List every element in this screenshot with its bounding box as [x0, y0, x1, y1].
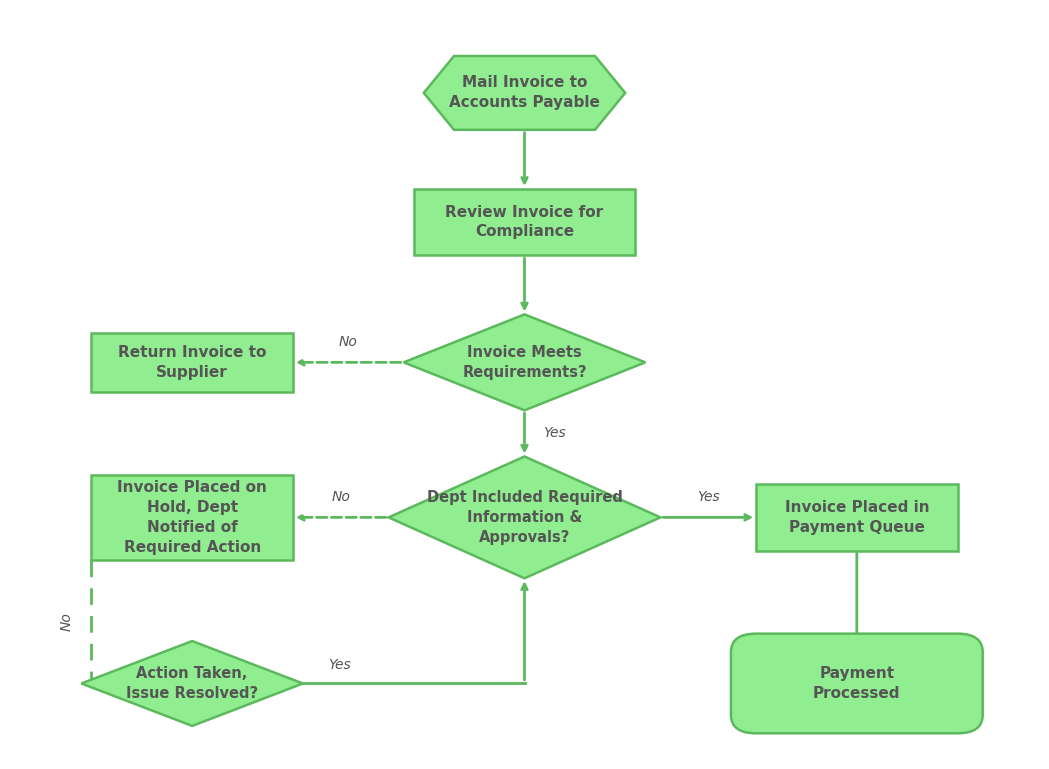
Text: Yes: Yes	[328, 658, 350, 672]
Text: Action Taken,
Issue Resolved?: Action Taken, Issue Resolved?	[126, 666, 258, 701]
Text: Review Invoice for
Compliance: Review Invoice for Compliance	[446, 205, 603, 239]
Polygon shape	[404, 315, 645, 411]
Text: Invoice Placed in
Payment Queue: Invoice Placed in Payment Queue	[785, 500, 929, 534]
Text: No: No	[60, 612, 73, 631]
Text: Mail Invoice to
Accounts Payable: Mail Invoice to Accounts Payable	[449, 75, 600, 110]
Text: No: No	[339, 335, 358, 349]
Text: Payment
Processed: Payment Processed	[813, 666, 901, 701]
Text: Yes: Yes	[697, 490, 720, 504]
FancyBboxPatch shape	[91, 333, 293, 392]
Polygon shape	[82, 641, 303, 726]
Text: Invoice Meets
Requirements?: Invoice Meets Requirements?	[463, 345, 586, 380]
Text: Yes: Yes	[542, 426, 565, 441]
FancyBboxPatch shape	[91, 475, 293, 560]
Text: Invoice Placed on
Hold, Dept
Notified of
Required Action: Invoice Placed on Hold, Dept Notified of…	[117, 480, 267, 554]
FancyBboxPatch shape	[756, 484, 958, 551]
FancyBboxPatch shape	[731, 634, 983, 734]
Polygon shape	[424, 56, 625, 130]
FancyBboxPatch shape	[413, 189, 636, 255]
Polygon shape	[388, 457, 661, 578]
Text: Return Invoice to
Supplier: Return Invoice to Supplier	[117, 345, 266, 380]
Text: No: No	[331, 490, 350, 504]
Text: Dept Included Required
Information &
Approvals?: Dept Included Required Information & App…	[427, 490, 622, 544]
